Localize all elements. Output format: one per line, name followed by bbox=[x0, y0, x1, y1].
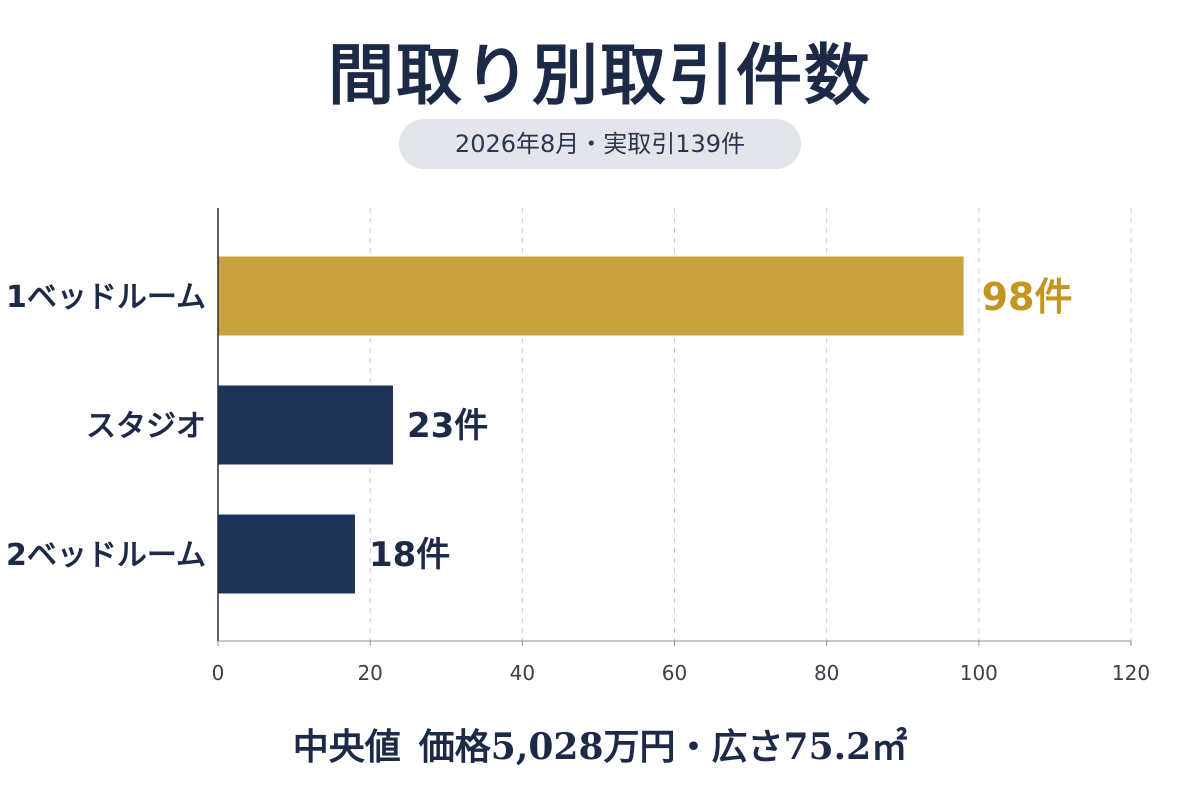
category-label-2: 2ベッドルーム bbox=[6, 538, 206, 573]
value-label-1: 23件 bbox=[407, 406, 488, 446]
median-values: 価格5,028万円・広さ75.2㎡ bbox=[418, 726, 908, 768]
value-label-2: 18件 bbox=[369, 535, 450, 575]
value-label-0: 98件 bbox=[982, 275, 1073, 319]
x-tick-label-80: 80 bbox=[814, 661, 839, 685]
x-tick-label-60: 60 bbox=[662, 661, 687, 685]
bar-0 bbox=[218, 256, 964, 336]
x-tick-label-100: 100 bbox=[960, 661, 998, 685]
x-tick-label-0: 0 bbox=[212, 661, 225, 685]
chart-title: 間取り別取引件数 bbox=[328, 36, 872, 114]
median-label: 中央値 bbox=[292, 726, 401, 768]
category-label-1: スタジオ bbox=[86, 409, 206, 444]
chart-subtitle-pill: 2026年8月・実取引139件 bbox=[399, 119, 801, 169]
bars: 98件 23件 18件 bbox=[218, 256, 1073, 594]
bar-2 bbox=[218, 514, 355, 594]
x-tick-label-120: 120 bbox=[1112, 661, 1150, 685]
bar-1 bbox=[218, 385, 393, 465]
median-summary: 中央値 価格5,028万円・広さ75.2㎡ bbox=[0, 718, 1200, 770]
x-tick-label-20: 20 bbox=[357, 661, 382, 685]
x-tick-label-40: 40 bbox=[510, 661, 535, 685]
category-label-0: 1ベッドルーム bbox=[6, 280, 206, 315]
